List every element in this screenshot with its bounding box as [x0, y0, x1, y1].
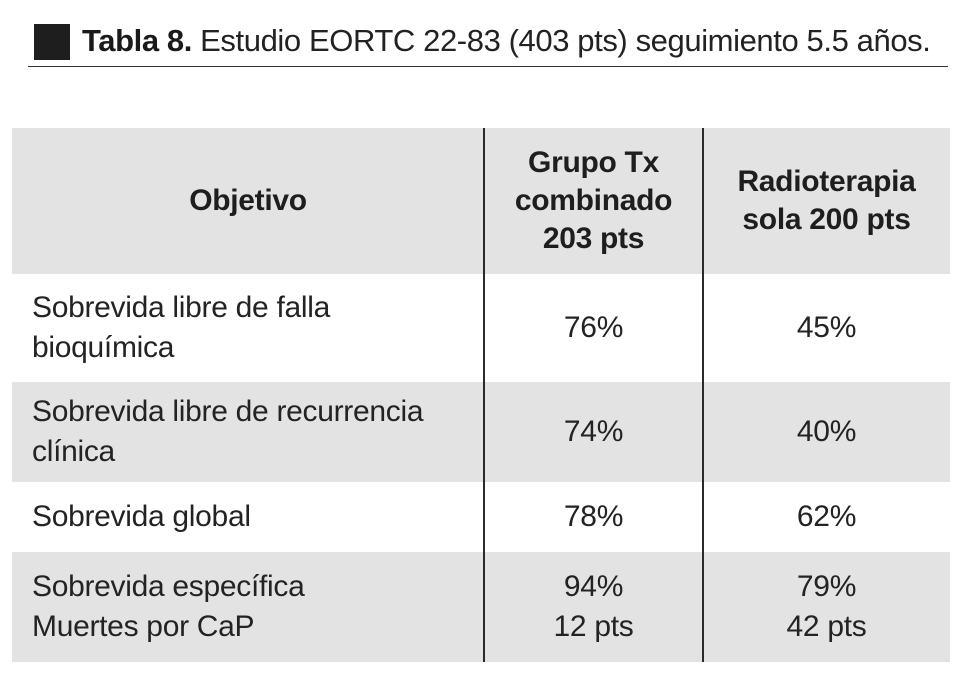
- caption-label: Tabla 8.: [82, 23, 192, 58]
- row-label-line: Sobrevida libre de recurrencia: [32, 395, 424, 428]
- radio-value: 42 pts: [786, 610, 867, 643]
- row-label: Sobrevida libre de recurrencia clínica: [12, 382, 484, 482]
- radio-value: 62%: [796, 500, 857, 533]
- caption-marker-square: [34, 24, 70, 60]
- radio-value: 45%: [796, 311, 857, 344]
- combined-value: 78%: [563, 500, 624, 533]
- row-label-line: Muertes por CaP: [32, 610, 255, 643]
- caption-description: Estudio EORTC 22-83 (403 pts) seguimient…: [200, 23, 931, 58]
- column-divider: [483, 128, 485, 662]
- row-combined-value: 78%: [484, 482, 703, 552]
- row-radio-value: 45%: [703, 274, 950, 382]
- table-caption: Tabla 8. Estudio EORTC 22-83 (403 pts) s…: [28, 18, 948, 67]
- table-row: Sobrevida libre de falla bioquímica 76% …: [12, 274, 950, 382]
- table-row: Sobrevida global 78% 62%: [12, 482, 950, 552]
- combined-value: 94%: [563, 570, 624, 603]
- header-radiotherapy: Radioterapia sola 200 pts: [703, 128, 950, 274]
- table-header-row: Objetivo Grupo Tx combinado 203 pts Radi…: [12, 128, 950, 274]
- header-objetivo-label: Objetivo: [189, 184, 307, 217]
- row-label: Sobrevida libre de falla bioquímica: [12, 274, 484, 382]
- header-combined-line: Grupo Tx: [528, 146, 659, 179]
- header-combined-group: Grupo Tx combinado 203 pts: [484, 128, 703, 274]
- combined-value: 74%: [563, 415, 624, 448]
- header-radio-line: sola 200 pts: [742, 203, 911, 236]
- row-label-line: Sobrevida global: [32, 500, 251, 533]
- row-combined-value: 94% 12 pts: [484, 552, 703, 662]
- row-label-line: clínica: [32, 435, 115, 468]
- row-label-line: Sobrevida libre de falla: [32, 291, 330, 324]
- header-objetivo: Objetivo: [12, 128, 484, 274]
- row-radio-value: 79% 42 pts: [703, 552, 950, 662]
- header-combined-line: combinado: [514, 184, 673, 217]
- radio-value: 79%: [796, 570, 857, 603]
- row-label-line: bioquímica: [32, 331, 175, 364]
- row-label-line: Sobrevida específica: [32, 570, 305, 603]
- table-row: Sobrevida específica Muertes por CaP 94%…: [12, 552, 950, 662]
- row-label: Sobrevida global: [12, 482, 484, 552]
- results-table: Objetivo Grupo Tx combinado 203 pts Radi…: [12, 128, 950, 662]
- column-divider: [702, 128, 704, 662]
- table-row: Sobrevida libre de recurrencia clínica 7…: [12, 382, 950, 482]
- radio-value: 40%: [796, 415, 857, 448]
- row-radio-value: 40%: [703, 382, 950, 482]
- row-combined-value: 74%: [484, 382, 703, 482]
- row-radio-value: 62%: [703, 482, 950, 552]
- caption-text: Tabla 8. Estudio EORTC 22-83 (403 pts) s…: [82, 20, 931, 62]
- header-combined-line: 203 pts: [542, 222, 645, 255]
- row-label: Sobrevida específica Muertes por CaP: [12, 552, 484, 662]
- combined-value: 76%: [563, 311, 624, 344]
- combined-value: 12 pts: [553, 610, 634, 643]
- row-combined-value: 76%: [484, 274, 703, 382]
- header-radio-line: Radioterapia: [737, 165, 916, 198]
